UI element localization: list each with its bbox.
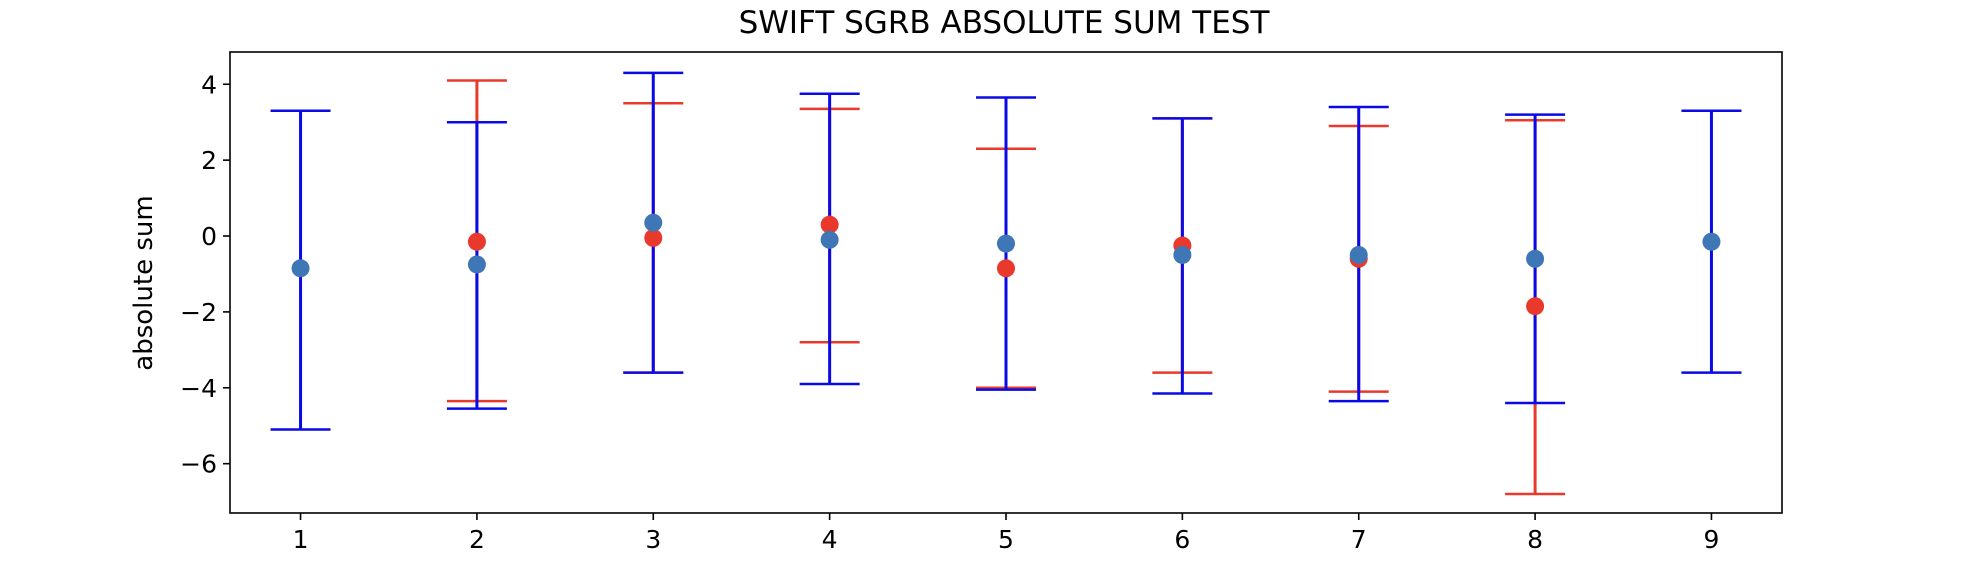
- y-tick-label: 2: [201, 146, 217, 175]
- data-point: [644, 228, 663, 247]
- data-point: [997, 259, 1015, 278]
- data-point: [467, 255, 486, 274]
- x-tick-label: 2: [469, 525, 485, 554]
- x-axis: 1 2 3 4 5 6 7 8 9: [293, 513, 1720, 554]
- data-point: [1349, 245, 1368, 264]
- x-tick-label: 1: [293, 525, 309, 554]
- data-point: [644, 213, 663, 232]
- x-tick-label: 5: [998, 525, 1014, 554]
- y-tick-label: 4: [201, 70, 217, 99]
- chart-title: SWIFT SGRB ABSOLUTE SUM TEST: [739, 5, 1271, 41]
- data-point: [820, 230, 839, 249]
- data-point: [1173, 245, 1192, 264]
- data-point: [467, 232, 486, 251]
- x-tick-label: 4: [822, 525, 838, 554]
- y-tick-label: −6: [180, 450, 217, 479]
- data-point: [291, 259, 310, 278]
- x-tick-label: 7: [1351, 525, 1367, 554]
- plot-marks: [270, 71, 1742, 496]
- data-point: [1702, 232, 1721, 251]
- x-tick-label: 8: [1527, 525, 1543, 554]
- series-2-points: [291, 213, 1721, 278]
- x-tick-label: 6: [1174, 525, 1190, 554]
- y-tick-label: −4: [180, 374, 217, 403]
- data-point: [1526, 249, 1545, 268]
- y-axis-label: absolute sum: [129, 195, 159, 370]
- y-tick-label: −2: [180, 298, 217, 327]
- y-axis: −6 −4 −2 0 2 4: [180, 70, 230, 479]
- x-tick-label: 3: [645, 525, 661, 554]
- data-point: [997, 234, 1015, 253]
- data-point: [820, 215, 839, 234]
- y-tick-label: 0: [201, 222, 217, 251]
- data-point: [1526, 297, 1545, 316]
- x-tick-label: 9: [1704, 525, 1720, 554]
